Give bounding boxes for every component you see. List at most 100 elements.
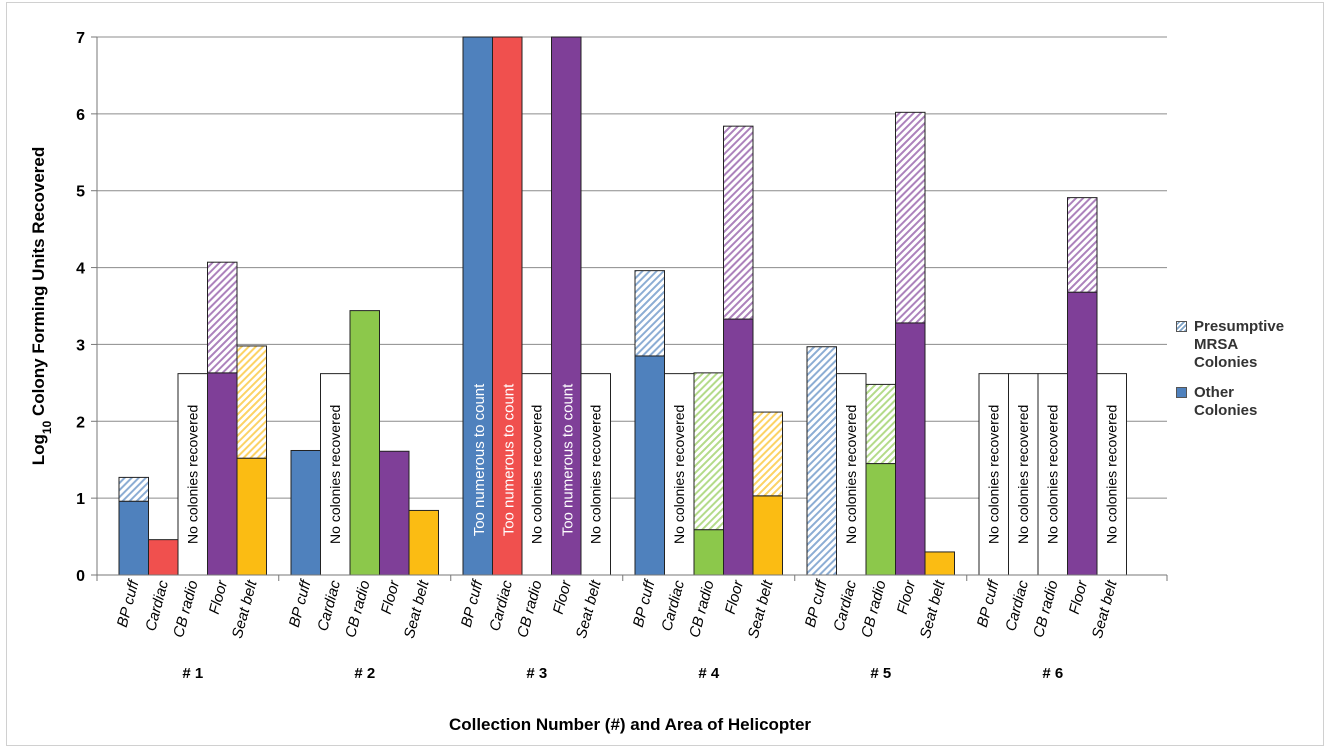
bar-other-colonies <box>118 500 149 576</box>
x-axis-title: Collection Number (#) and Area of Helico… <box>449 715 811 734</box>
bar-mrsa-colonies <box>634 270 665 357</box>
bar-other-colonies <box>408 509 439 576</box>
bar-other-colonies <box>634 355 665 576</box>
no-colonies-label: No colonies recovered <box>529 405 545 544</box>
too-numerous-label: Too numerous to count <box>500 383 517 536</box>
y-tick-label: 7 <box>76 30 85 47</box>
x-tick-label-area: CB radio <box>1030 579 1062 640</box>
x-tick-label-area: Seat belt <box>573 578 605 640</box>
collection-label: # 6 <box>1042 665 1063 682</box>
y-tick-label: 4 <box>76 261 85 278</box>
bar-other-colonies <box>462 36 493 576</box>
x-tick-label-area: Seat belt <box>401 578 433 640</box>
no-colonies-label: No colonies recovered <box>588 405 604 544</box>
bar-other-colonies <box>349 310 380 576</box>
bars <box>118 36 1127 576</box>
x-tick-label-area: BP cuff <box>630 577 659 629</box>
bar-mrsa-colonies <box>895 111 926 324</box>
collection-label: # 1 <box>182 665 203 682</box>
bar-other-colonies <box>551 36 582 576</box>
x-tick-label-area: BP cuff <box>802 577 831 629</box>
x-tick-label-area: Cardiac <box>1002 578 1032 633</box>
bar-no-colonies <box>1008 373 1039 576</box>
bar-mrsa-colonies <box>865 383 896 465</box>
bar-other-colonies <box>236 457 267 576</box>
x-tick-label-area: Floor <box>378 578 404 616</box>
bar-no-colonies <box>836 373 867 576</box>
x-tick-label-area: Seat belt <box>745 578 777 640</box>
bar-other-colonies <box>492 36 523 576</box>
y-tick-label: 1 <box>76 491 85 508</box>
legend-label-mrsa-line3: Colonies <box>1194 354 1258 371</box>
collection-label: # 4 <box>698 665 720 682</box>
bar-other-colonies <box>693 529 724 576</box>
no-colonies-label: No colonies recovered <box>1104 405 1120 544</box>
y-tick-label: 0 <box>76 568 85 585</box>
y-tick-label: 6 <box>76 107 85 124</box>
too-numerous-label: Too numerous to count <box>559 383 576 536</box>
no-colonies-label: No colonies recovered <box>327 405 343 544</box>
bar-mrsa-colonies <box>118 476 149 502</box>
x-tick-label-area: BP cuff <box>974 577 1003 629</box>
legend-label-other-line2: Colonies <box>1194 402 1258 419</box>
x-tick-label-area: BP cuff <box>286 577 315 629</box>
y-tick-label: 5 <box>76 184 85 201</box>
collection-label: # 3 <box>526 665 547 682</box>
x-tick-label-area: Floor <box>894 578 920 616</box>
bar-no-colonies <box>664 373 695 576</box>
bar-mrsa-colonies <box>236 345 267 459</box>
x-tick-label-area: BP cuff <box>114 577 143 629</box>
no-colonies-label: No colonies recovered <box>1015 405 1031 544</box>
x-tick-label-area: BP cuff <box>458 577 487 629</box>
x-tick-label-area: Seat belt <box>1089 578 1121 640</box>
no-colonies-label: No colonies recovered <box>1045 405 1061 544</box>
x-tick-label-area: Cardiac <box>486 578 516 633</box>
x-tick-label-area: Cardiac <box>142 578 172 633</box>
x-tick-label-area: Cardiac <box>830 578 860 633</box>
x-tick-label-area: CB radio <box>514 579 546 640</box>
bar-other-colonies <box>207 372 238 576</box>
bar-mrsa-colonies <box>1067 197 1098 293</box>
bar-other-colonies <box>924 551 955 576</box>
bar-mrsa-colonies <box>693 372 724 531</box>
x-tick-label-area: CB radio <box>858 579 890 640</box>
bar-mrsa-colonies <box>752 411 783 497</box>
x-tick-label-area: CB radio <box>170 579 202 640</box>
y-axis-title: Log10 Colony Forming Units Recovered <box>29 147 54 465</box>
legend: Presumptive MRSA Colonies Other Colonies <box>1176 318 1326 432</box>
bar-mrsa-colonies <box>723 125 754 320</box>
bar-no-colonies <box>978 373 1009 576</box>
legend-swatch-mrsa <box>1176 321 1187 332</box>
bar-other-colonies <box>895 322 926 576</box>
legend-item-other: Other Colonies <box>1176 384 1326 420</box>
legend-label-mrsa-line2: MRSA <box>1194 336 1239 353</box>
chart-frame <box>6 2 1324 746</box>
no-colonies-label: No colonies recovered <box>843 405 859 544</box>
bar-no-colonies <box>320 373 351 576</box>
bar-no-colonies <box>580 373 611 576</box>
bar-other-colonies <box>148 539 179 576</box>
bar-mrsa-colonies <box>806 346 837 576</box>
bar-mrsa-colonies <box>207 261 238 374</box>
bar-other-colonies <box>379 450 410 576</box>
legend-item-mrsa: Presumptive MRSA Colonies <box>1176 318 1326 372</box>
x-tick-label-area: Floor <box>550 578 576 616</box>
legend-label-other-line1: Other <box>1194 384 1235 401</box>
no-colonies-label: No colonies recovered <box>986 405 1002 544</box>
no-colonies-label: No colonies recovered <box>671 405 687 544</box>
x-tick-label-area: CB radio <box>686 579 718 640</box>
collection-label: # 2 <box>354 665 375 682</box>
legend-label-mrsa-line1: Presumptive <box>1194 318 1285 335</box>
axes <box>91 36 1168 581</box>
too-numerous-label: Too numerous to count <box>471 383 488 536</box>
bar-other-colonies <box>865 463 896 576</box>
x-tick-label-area: Seat belt <box>917 578 949 640</box>
bar-other-colonies <box>290 449 321 576</box>
bar-no-colonies <box>521 373 552 576</box>
bar-other-colonies <box>752 495 783 576</box>
x-tick-label-area: Floor <box>1066 578 1092 616</box>
bar-no-colonies <box>1096 373 1127 576</box>
x-tick-label-area: Cardiac <box>314 578 344 633</box>
legend-swatch-other <box>1176 387 1187 398</box>
